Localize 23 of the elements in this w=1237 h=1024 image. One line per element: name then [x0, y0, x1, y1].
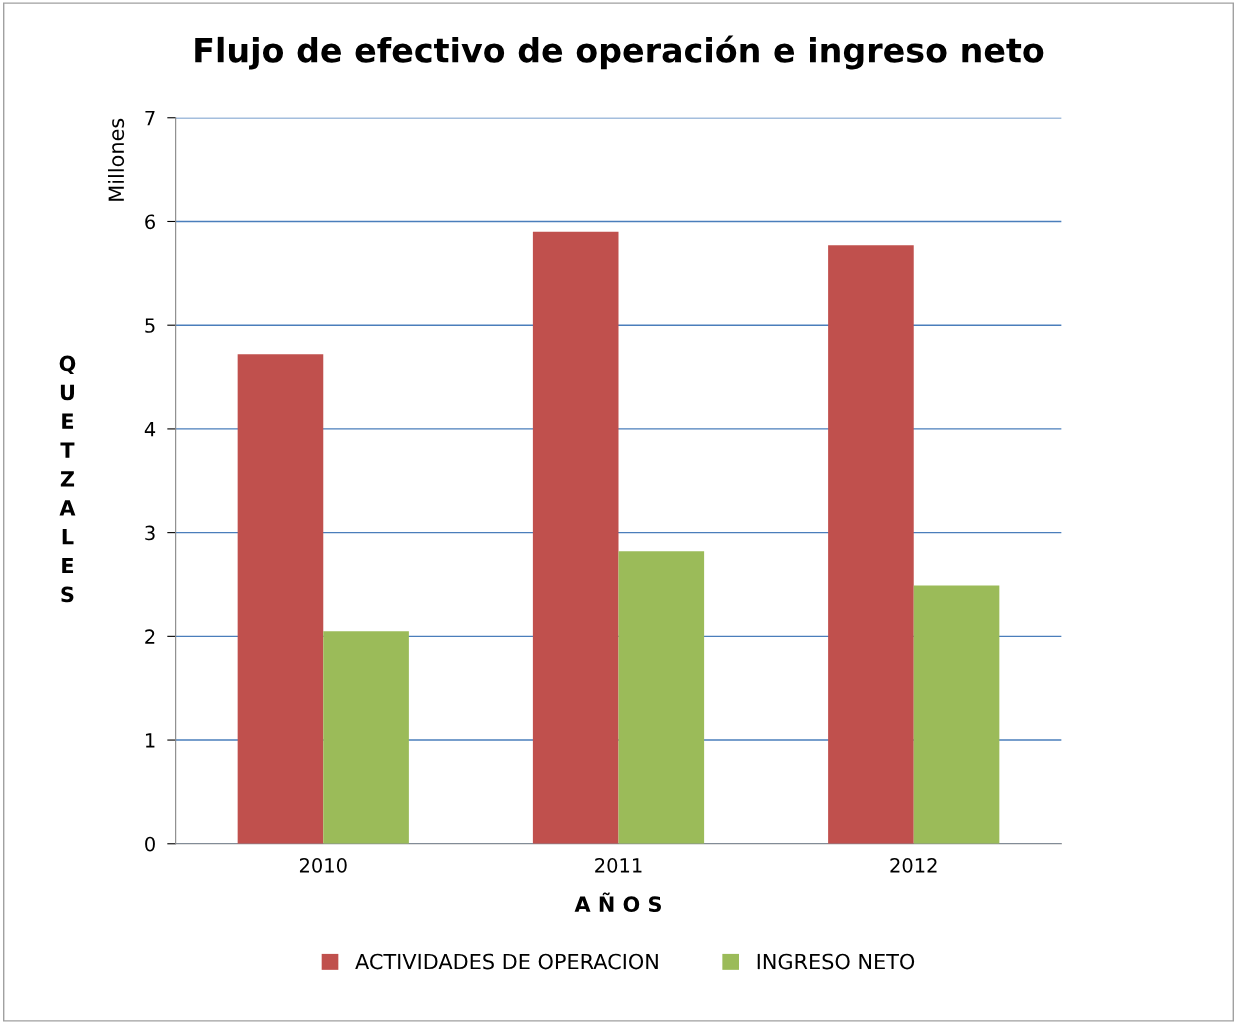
x-tick-label: 2011	[595, 858, 642, 873]
text: Millones	[108, 118, 125, 201]
y-tick-label: 6	[145, 214, 155, 230]
legend-label: INGRESO NETO	[757, 953, 915, 970]
bar	[828, 245, 914, 844]
y-tick-label: 2	[145, 629, 155, 644]
chart-title: Flujo de efectivo de operación e ingreso neto	[195, 35, 1044, 70]
bar	[618, 551, 705, 844]
text: QUETZALES	[59, 355, 76, 603]
legend-label: ACTIVIDADES DE OPERACION	[355, 953, 658, 970]
y-tick-label: 4	[144, 422, 156, 437]
bar	[913, 585, 1000, 844]
y-tick-label: 0	[145, 836, 155, 852]
y-tick-label: 3	[145, 525, 155, 541]
y-tick-label: 5	[145, 318, 155, 333]
x-tick-label: 2012	[890, 858, 937, 873]
bar	[532, 231, 619, 844]
bar	[323, 631, 409, 844]
bar	[237, 354, 324, 844]
x-tick-label: 2010	[299, 858, 347, 873]
y-tick-label: 1	[145, 733, 155, 748]
y-tick-label: 7	[145, 110, 155, 126]
x-axis-title: A Ñ O S	[574, 892, 661, 913]
